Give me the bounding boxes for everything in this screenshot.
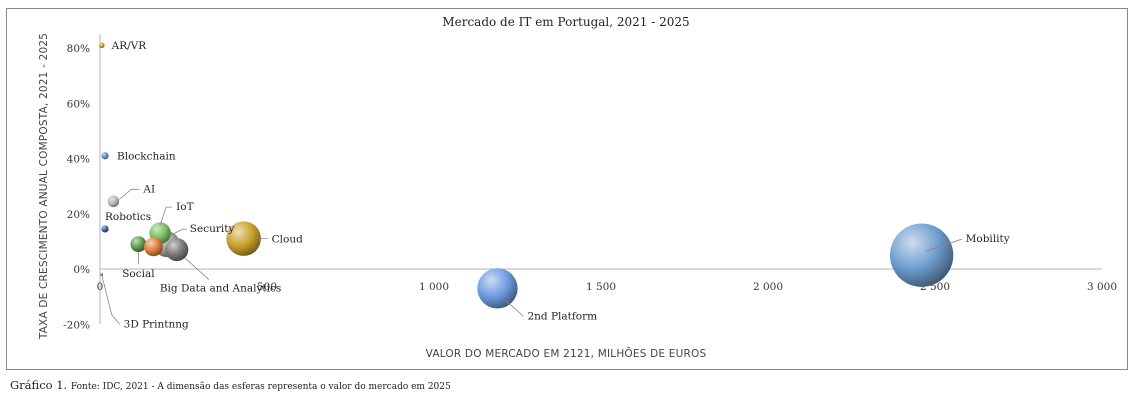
bubble-label-mobility: Mobility — [966, 233, 1010, 245]
x-tick-label: 1 500 — [586, 281, 616, 293]
bubble-unlabeled — [144, 237, 163, 257]
bubble-social — [130, 236, 147, 253]
x-axis-label: VALOR DO MERCADO EM 2121, MILHÕES DE EUR… — [426, 347, 707, 360]
bubble-2nd-platform — [477, 268, 518, 309]
chart-frame — [6, 8, 1128, 370]
y-tick-label: 0% — [73, 264, 90, 276]
leader-line — [505, 300, 524, 317]
bubble-label-security: Security — [190, 223, 235, 235]
leader-line — [925, 238, 962, 252]
y-tick-label: 40% — [67, 154, 90, 166]
bubble-label-social: Social — [122, 268, 155, 280]
chart-title: Mercado de IT em Portugal, 2021 - 2025 — [442, 15, 689, 29]
bubble-label-robotics: Robotics — [105, 211, 151, 223]
bubble-cloud — [226, 221, 261, 256]
bubble-mobility — [889, 223, 954, 287]
y-tick-label: -20% — [63, 319, 90, 331]
y-tick-label: 60% — [67, 98, 90, 110]
bubble-label-big-data-and-analytics: Big Data and Analytics — [160, 283, 281, 295]
caption-text: Fonte: IDC, 2021 - A dimensão das esfera… — [70, 382, 451, 392]
y-axis-label: TAXA DE CRESCIMENTO ANUAL COMPOSTA, 2021… — [38, 33, 50, 340]
bubble-robotics — [101, 225, 109, 233]
bubble-label-3d-printnng: 3D Printnng — [124, 319, 189, 331]
x-tick-label: 2 000 — [753, 281, 783, 293]
bubble-label-2nd-platform: 2nd Platform — [527, 310, 597, 322]
bubble-chart: Mercado de IT em Portugal, 2021 - 2025 0… — [38, 15, 1117, 360]
x-tick-label: 3 000 — [1087, 281, 1117, 293]
leader-line — [168, 228, 187, 237]
bubble-label-cloud: Cloud — [272, 234, 303, 246]
leader-line — [159, 206, 173, 226]
bubble-label-blockchain: Blockchain — [117, 151, 176, 163]
x-tick-label: 1 000 — [419, 281, 449, 293]
leader-line — [119, 188, 140, 200]
bubble-big-data-and-analytics — [165, 238, 189, 262]
bubble-label-ar-vr: AR/VR — [111, 40, 148, 52]
bubble-blockchain — [101, 152, 109, 160]
axes: 0 500 1 000 1 500 2 000 2 500 3 000-20%0%20%40… — [63, 34, 1117, 331]
y-tick-label: 20% — [67, 209, 90, 221]
bubble-ar-vr — [98, 42, 105, 49]
y-tick-label: 80% — [67, 43, 90, 55]
bubble-label-ai: AI — [142, 183, 155, 195]
bubble-ai — [107, 195, 120, 208]
caption-lead: Gráfico 1. — [10, 378, 68, 392]
leader-line — [184, 257, 210, 280]
bubble-labels: AR/VR Blockchain AI Robotics IoT Security Soci… — [101, 40, 1010, 331]
bubble-label-iot: IoT — [176, 201, 193, 213]
x-tick-label: 500 — [257, 281, 277, 293]
x-tick-label: 0 — [97, 281, 104, 293]
leader-line — [101, 274, 120, 325]
figure-caption: Gráfico 1. Fonte: IDC, 2021 - A dimensão… — [10, 378, 451, 392]
bubbles — [98, 42, 954, 309]
